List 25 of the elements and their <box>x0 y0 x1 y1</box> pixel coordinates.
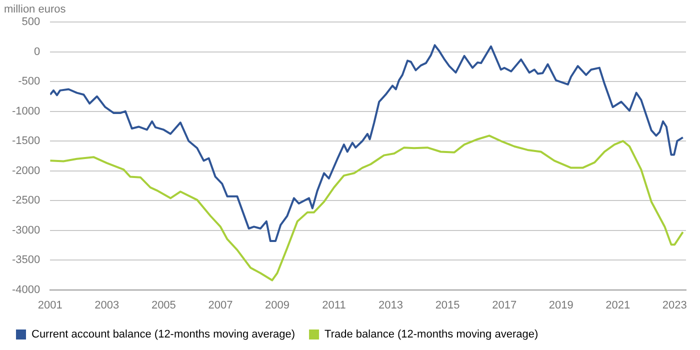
y-axis-title: million euros <box>4 4 66 16</box>
x-tick-label: 2005 <box>151 299 176 312</box>
x-tick-label: 2017 <box>492 299 517 312</box>
y-tick-label: -3500 <box>12 254 40 266</box>
x-tick-label: 2001 <box>38 299 62 312</box>
y-tick-label: -1000 <box>12 105 40 118</box>
y-tick-label: 0 <box>34 46 40 58</box>
x-tick-label: 2015 <box>435 299 460 312</box>
x-tick-label: 2019 <box>548 299 574 312</box>
x-tick-label: 2013 <box>378 299 404 312</box>
y-tick-label: -2000 <box>12 164 40 177</box>
x-tick-label: 2021 <box>606 299 630 312</box>
legend-label: Current account balance (12-months moving average) <box>32 328 296 341</box>
y-tick-label: -1500 <box>12 135 40 148</box>
y-tick-label: -2500 <box>12 194 40 207</box>
x-tick-label: 2011 <box>322 299 346 312</box>
x-tick-label: 2007 <box>208 299 233 312</box>
y-tick-label: 500 <box>22 16 40 28</box>
x-tick-label: 2003 <box>94 299 120 312</box>
x-tick-label: 2023 <box>662 299 687 312</box>
y-tick-label: -3000 <box>12 224 40 236</box>
y-tick-label: -500 <box>18 76 40 88</box>
y-tick-label: -4000 <box>12 284 40 296</box>
x-tick-label: 2009 <box>264 299 290 312</box>
legend-label: Trade balance (12-months moving average) <box>324 328 538 341</box>
